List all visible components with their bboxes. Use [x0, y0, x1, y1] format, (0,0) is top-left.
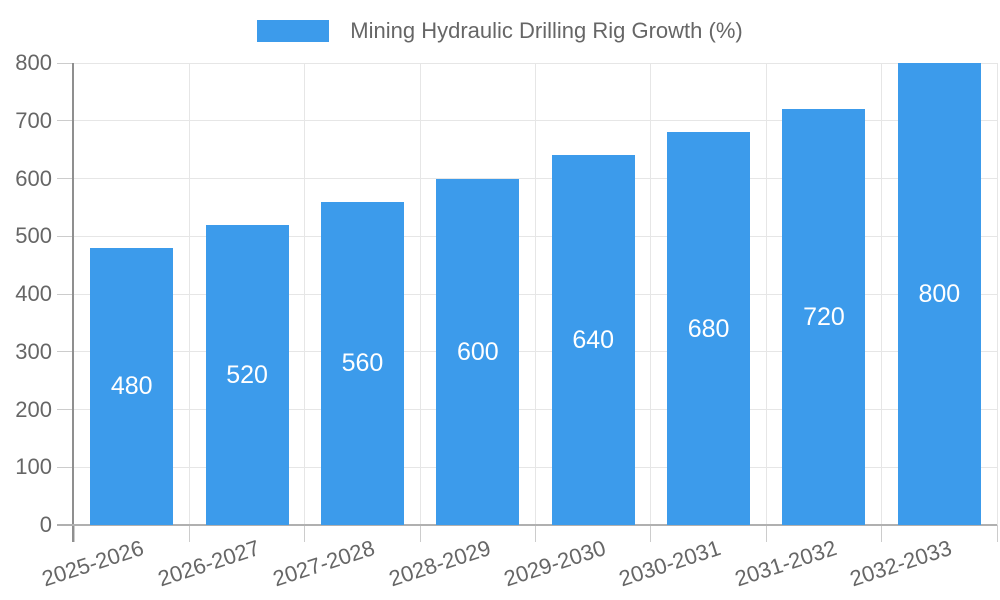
x-tick-mark [535, 525, 536, 542]
y-tick-mark [57, 235, 74, 237]
bar-2030-2031[interactable] [667, 132, 751, 525]
bar-2028-2029[interactable] [436, 178, 520, 525]
legend-swatch-icon [257, 20, 330, 42]
x-axis-label: 2032-2033 [846, 535, 955, 592]
x-tick-mark [188, 525, 190, 542]
bar-2029-2030[interactable] [551, 155, 635, 525]
y-axis-label: 200 [15, 396, 52, 422]
bar-value-label: 480 [110, 372, 153, 401]
x-tick-mark [304, 525, 306, 542]
bar-value-label: 520 [226, 360, 268, 389]
bar-2031-2032[interactable] [782, 109, 866, 525]
legend-label: Mining Hydraulic Drilling Rig Growth (%) [350, 18, 743, 43]
bar-2032-2033[interactable] [897, 63, 981, 525]
gridline-v [419, 63, 421, 525]
bar-value-label: 560 [341, 349, 384, 378]
bar-value-label: 720 [803, 303, 845, 332]
bar-value-label: 640 [572, 326, 615, 355]
x-tick-mark [881, 525, 883, 542]
gridline-v [765, 63, 767, 525]
y-axis-label: 300 [15, 338, 52, 364]
y-tick-mark [57, 120, 74, 122]
y-axis-label: 500 [15, 223, 52, 249]
y-axis-label: 0 [39, 512, 52, 537]
gridline-v [535, 63, 536, 525]
x-axis-label: 2028-2029 [385, 535, 494, 592]
x-tick-mark [996, 525, 998, 542]
x-axis-line [57, 524, 997, 526]
bar-2025-2026[interactable] [90, 247, 174, 525]
gridline-v [188, 63, 190, 525]
y-axis-label: 800 [15, 50, 52, 75]
y-tick-mark [57, 409, 74, 410]
x-axis-label: 2031-2032 [731, 535, 840, 592]
bar-value-label: 680 [687, 314, 730, 343]
y-tick-mark [57, 178, 74, 179]
bar-value-label: 600 [456, 337, 499, 366]
y-tick-mark [57, 62, 74, 64]
x-axis-label: 2025-2026 [39, 535, 148, 592]
x-tick-mark [650, 525, 652, 542]
gridline-v [650, 63, 652, 525]
x-tick-mark [765, 525, 767, 542]
x-tick-mark [73, 525, 75, 542]
x-axis-label: 2029-2030 [500, 535, 609, 592]
x-axis-label: 2030-2031 [616, 535, 724, 592]
y-tick-mark [57, 351, 74, 353]
y-axis-label: 400 [15, 281, 52, 306]
y-axis-label: 600 [15, 165, 52, 191]
x-axis-label: 2026-2027 [154, 535, 263, 592]
y-axis-line [72, 63, 74, 542]
bar-value-label: 800 [918, 280, 961, 308]
gridline-v [996, 63, 998, 525]
gridline-v [304, 63, 306, 525]
legend[interactable]: Mining Hydraulic Drilling Rig Growth (%) [0, 18, 1000, 44]
y-tick-mark [57, 293, 74, 295]
x-tick-mark [419, 525, 421, 542]
bar-2026-2027[interactable] [205, 224, 289, 525]
x-axis-label: 2027-2028 [270, 535, 378, 592]
y-axis-label: 700 [15, 107, 52, 133]
gridline-v [881, 63, 883, 525]
y-axis-label: 100 [15, 454, 52, 480]
y-tick-mark [57, 466, 74, 468]
bar-2027-2028[interactable] [320, 201, 404, 525]
